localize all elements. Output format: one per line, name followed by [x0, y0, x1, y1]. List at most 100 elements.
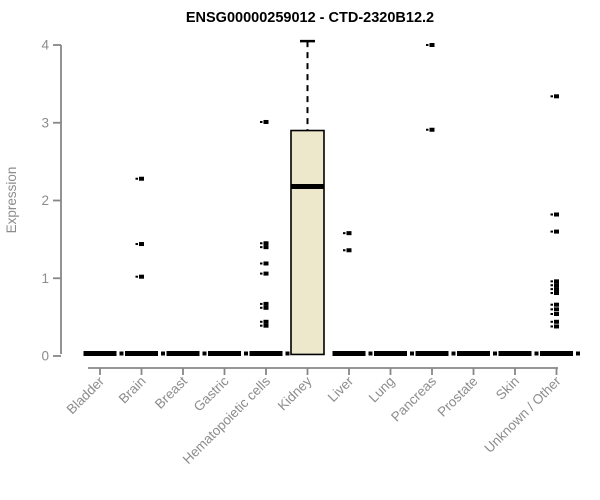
box-kidney — [290, 129, 325, 356]
zero-cap-mark-prostate — [493, 351, 497, 356]
outlier-tick-hematopoietic-cells — [260, 320, 263, 323]
x-tick-label: Bladder — [64, 373, 108, 417]
outlier-tick-unknown-other — [550, 325, 553, 328]
x-tick-label: Prostate — [434, 374, 480, 420]
outlier-point-hematopoietic-cells — [263, 245, 269, 250]
outlier-tick-hematopoietic-cells — [260, 242, 263, 245]
outlier-tick-hematopoietic-cells — [260, 302, 263, 305]
outlier-point-unknown-other — [554, 279, 559, 284]
zero-cap-mark-lung — [410, 351, 414, 356]
outlier-tick-hematopoietic-cells — [260, 306, 263, 309]
outlier-tick-hematopoietic-cells — [260, 272, 263, 275]
outlier-tick-unknown-other — [550, 303, 553, 306]
outlier-tick-brain — [135, 177, 138, 180]
zero-bar-pancreas — [415, 351, 449, 356]
outlier-point-liver — [346, 248, 352, 253]
outlier-tick-hematopoietic-cells — [260, 246, 263, 249]
outlier-tick-pancreas — [426, 128, 429, 131]
median-line-kidney — [291, 184, 324, 190]
outlier-point-unknown-other — [554, 94, 559, 99]
outlier-point-hematopoietic-cells — [263, 319, 269, 324]
outlier-tick-unknown-other — [550, 308, 553, 311]
x-tick-label: Kidney — [275, 373, 315, 413]
zero-bar-prostate — [457, 351, 490, 356]
outlier-point-unknown-other — [554, 307, 559, 312]
y-tick-label: 4 — [41, 38, 49, 53]
x-tick-label: Liver — [325, 373, 357, 405]
outlier-point-unknown-other — [554, 312, 559, 317]
outlier-tick-unknown-other — [550, 292, 553, 295]
zero-bar-unknown-other — [540, 351, 573, 356]
outlier-point-unknown-other — [554, 287, 559, 292]
zero-cap-mark-pancreas — [451, 351, 456, 356]
outlier-point-hematopoietic-cells — [263, 301, 269, 306]
outlier-tick-brain — [135, 275, 138, 278]
outlier-point-liver — [346, 231, 352, 236]
x-tick-label: Gastric — [191, 373, 232, 414]
outlier-tick-hematopoietic-cells — [260, 262, 263, 265]
outlier-point-unknown-other — [554, 291, 559, 296]
outlier-point-hematopoietic-cells — [263, 241, 269, 246]
outlier-point-unknown-other — [554, 319, 559, 324]
x-tick-label: Breast — [152, 373, 190, 411]
outlier-point-unknown-other — [554, 302, 559, 307]
y-tick-label: 3 — [41, 115, 49, 130]
outlier-tick-unknown-other — [550, 280, 553, 283]
zero-cap-mark-unknown-other — [576, 351, 580, 356]
outlier-point-brain — [139, 176, 144, 181]
x-tick-label: Brain — [116, 374, 149, 407]
x-tick-label: Skin — [493, 374, 522, 403]
x-tick-label: Unknown / Other — [481, 373, 564, 456]
zero-cap-mark-hematopoietic-cells — [285, 351, 290, 356]
zero-bar-skin — [498, 351, 532, 356]
outlier-tick-unknown-other — [550, 313, 553, 316]
outlier-tick-liver — [343, 232, 346, 235]
zero-cap-mark-brain — [161, 351, 165, 356]
outlier-tick-liver — [343, 249, 346, 252]
outlier-tick-hematopoietic-cells — [260, 324, 263, 327]
y-tick-label: 2 — [41, 193, 49, 208]
outlier-tick-unknown-other — [550, 213, 553, 216]
outlier-point-hematopoietic-cells — [263, 305, 269, 310]
zero-bar-lung — [374, 351, 407, 356]
outlier-tick-unknown-other — [550, 230, 553, 233]
outlier-tick-unknown-other — [550, 288, 553, 291]
outlier-point-hematopoietic-cells — [263, 261, 269, 266]
outlier-point-unknown-other — [554, 229, 559, 234]
zero-cap-mark-breast — [202, 351, 207, 356]
box-series — [83, 39, 580, 356]
y-tick-label: 1 — [41, 271, 49, 286]
zero-bar-liver — [332, 351, 366, 356]
outlier-tick-unknown-other — [550, 320, 553, 323]
zero-bar-bladder — [83, 351, 117, 356]
chart-title: ENSG00000259012 - CTD-2320B12.2 — [186, 10, 434, 26]
zero-cap-mark-liver — [368, 351, 373, 356]
outlier-point-brain — [139, 242, 144, 247]
zero-cap-mark-bladder — [119, 351, 124, 356]
zero-bar-breast — [166, 351, 200, 356]
outlier-point-unknown-other — [554, 283, 559, 288]
outlier-point-brain — [139, 274, 144, 279]
zero-cap-mark-gastric — [244, 351, 248, 356]
outlier-point-hematopoietic-cells — [263, 271, 269, 276]
outlier-point-hematopoietic-cells — [263, 119, 269, 124]
zero-bar-brain — [125, 351, 158, 356]
outlier-tick-brain — [135, 243, 138, 246]
outlier-point-unknown-other — [554, 212, 559, 217]
x-tick-label: Lung — [366, 374, 398, 406]
outlier-tick-unknown-other — [550, 95, 553, 98]
y-axis-label: Expression — [4, 167, 19, 234]
outlier-point-pancreas — [429, 43, 435, 47]
zero-bar-hematopoietic-cells — [249, 351, 283, 356]
outlier-tick-unknown-other — [550, 284, 553, 287]
outlier-point-hematopoietic-cells — [263, 323, 269, 328]
y-tick-label: 0 — [41, 349, 49, 364]
zero-bar-gastric — [208, 351, 241, 356]
outlier-tick-hematopoietic-cells — [260, 120, 263, 123]
outlier-point-pancreas — [429, 127, 435, 132]
outlier-point-unknown-other — [554, 324, 559, 329]
outlier-tick-pancreas — [426, 44, 429, 46]
x-tick-label: Pancreas — [388, 373, 439, 424]
